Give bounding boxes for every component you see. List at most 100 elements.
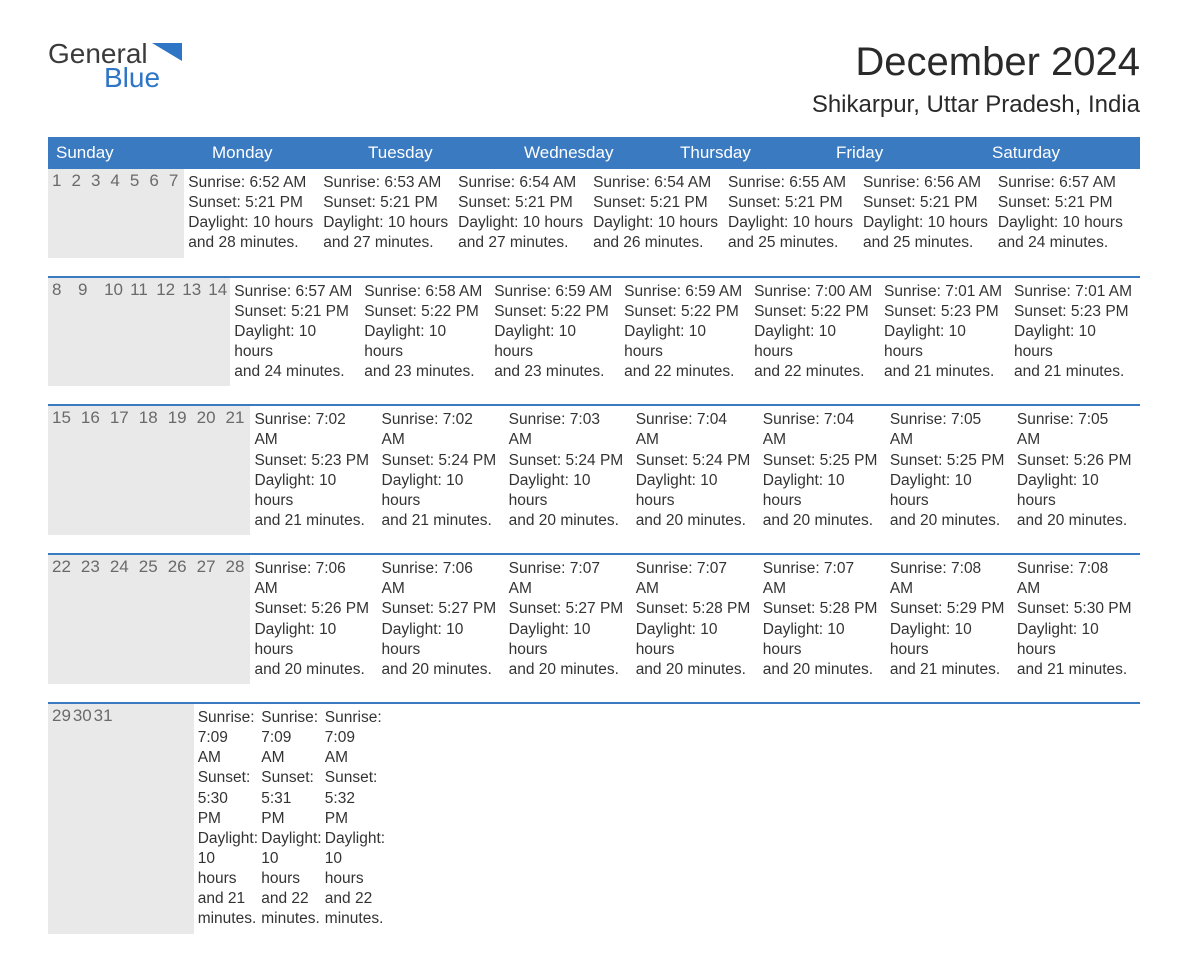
day-detail-line: Daylight: 10 hours <box>325 829 379 889</box>
day-detail-line: Sunset: 5:24 PM <box>636 451 753 471</box>
day-detail-line: Sunset: 5:26 PM <box>254 599 371 619</box>
day-detail-line: Sunrise: 6:59 AM <box>494 282 614 302</box>
day-detail: Sunrise: 6:59 AMSunset: 5:22 PMDaylight:… <box>490 278 620 387</box>
day-detail-line: Daylight: 10 hours <box>593 213 718 233</box>
day-detail-line: Daylight: 10 hours <box>624 322 744 362</box>
day-number: 17 <box>106 406 135 430</box>
weekday-header-row: SundayMondayTuesdayWednesdayThursdayFrid… <box>48 137 1140 169</box>
day-number: 12 <box>152 278 178 302</box>
day-detail-line: Sunrise: 7:00 AM <box>754 282 874 302</box>
day-detail-line: Sunrise: 6:59 AM <box>624 282 744 302</box>
day-number: 7 <box>165 169 184 193</box>
day-detail-line: Sunrise: 7:01 AM <box>1014 282 1134 302</box>
day-detail-line: Daylight: 10 hours <box>323 213 448 233</box>
day-number: 5 <box>126 169 145 193</box>
day-detail-line: Sunrise: 6:54 AM <box>593 173 718 193</box>
day-detail: Sunrise: 7:09 AMSunset: 5:32 PMDaylight:… <box>321 704 385 934</box>
day-number <box>110 704 131 728</box>
day-detail-line: and 22 minutes. <box>325 889 379 929</box>
day-detail-line: Daylight: 10 hours <box>494 322 614 362</box>
day-number: 13 <box>178 278 204 302</box>
logo: General Blue <box>48 40 188 92</box>
day-detail-line: and 21 minutes. <box>884 362 1004 382</box>
day-detail: Sunrise: 6:57 AMSunset: 5:21 PMDaylight:… <box>994 169 1129 258</box>
day-detail-line: Sunrise: 7:07 AM <box>636 559 753 599</box>
day-detail: Sunrise: 7:05 AMSunset: 5:26 PMDaylight:… <box>1013 406 1140 535</box>
day-detail-line: Sunrise: 7:02 AM <box>382 410 499 450</box>
day-detail <box>575 704 639 712</box>
day-detail-line: Daylight: 10 hours <box>754 322 874 362</box>
day-detail: Sunrise: 7:04 AMSunset: 5:24 PMDaylight:… <box>632 406 759 535</box>
day-detail: Sunrise: 7:05 AMSunset: 5:25 PMDaylight:… <box>886 406 1013 535</box>
day-number: 29 <box>48 704 69 728</box>
day-detail-line: Sunset: 5:23 PM <box>254 451 371 471</box>
day-number: 4 <box>106 169 125 193</box>
day-detail-line: Daylight: 10 hours <box>890 620 1007 660</box>
day-detail-line: and 24 minutes. <box>998 233 1123 253</box>
day-detail: Sunrise: 7:01 AMSunset: 5:23 PMDaylight:… <box>880 278 1010 387</box>
day-detail: Sunrise: 7:06 AMSunset: 5:27 PMDaylight:… <box>378 555 505 684</box>
day-detail-line: Daylight: 10 hours <box>763 620 880 660</box>
day-number <box>131 704 152 728</box>
day-detail-line: Daylight: 10 hours <box>763 471 880 511</box>
day-detail-line: and 25 minutes. <box>728 233 853 253</box>
day-detail: Sunrise: 7:09 AMSunset: 5:31 PMDaylight:… <box>257 704 321 934</box>
day-detail-line: Sunset: 5:24 PM <box>382 451 499 471</box>
day-detail-line: and 26 minutes. <box>593 233 718 253</box>
day-detail-line: Daylight: 10 hours <box>188 213 313 233</box>
day-detail-line: and 20 minutes. <box>254 660 371 680</box>
day-detail-line: Sunrise: 7:07 AM <box>509 559 626 599</box>
day-detail-line: Daylight: 10 hours <box>254 471 371 511</box>
day-detail-line: Sunrise: 7:04 AM <box>763 410 880 450</box>
month-title: December 2024 <box>812 40 1140 85</box>
day-number: 11 <box>126 278 152 302</box>
day-detail: Sunrise: 7:08 AMSunset: 5:30 PMDaylight:… <box>1013 555 1140 684</box>
day-detail: Sunrise: 7:02 AMSunset: 5:24 PMDaylight:… <box>378 406 505 535</box>
day-number: 9 <box>74 278 100 302</box>
day-detail-line: and 21 minutes. <box>198 889 252 929</box>
weekday-header: Monday <box>204 137 360 169</box>
detail-row: Sunrise: 6:57 AMSunset: 5:21 PMDaylight:… <box>230 278 1140 387</box>
detail-row: Sunrise: 7:09 AMSunset: 5:30 PMDaylight:… <box>194 704 639 934</box>
day-detail: Sunrise: 7:00 AMSunset: 5:22 PMDaylight:… <box>750 278 880 387</box>
logo-triangle-icon <box>152 43 188 63</box>
day-number: 30 <box>69 704 90 728</box>
day-detail-line: and 22 minutes. <box>624 362 744 382</box>
day-detail-line: Sunset: 5:31 PM <box>261 768 315 828</box>
day-number: 19 <box>164 406 193 430</box>
day-detail-line: Sunset: 5:21 PM <box>188 193 313 213</box>
day-detail-line: Sunrise: 7:05 AM <box>890 410 1007 450</box>
day-detail: Sunrise: 6:52 AMSunset: 5:21 PMDaylight:… <box>184 169 319 258</box>
day-number: 25 <box>135 555 164 579</box>
day-detail: Sunrise: 7:07 AMSunset: 5:27 PMDaylight:… <box>505 555 632 684</box>
day-detail-line: and 23 minutes. <box>494 362 614 382</box>
day-detail-line: Sunrise: 7:08 AM <box>1017 559 1134 599</box>
daynum-row: 22232425262728 <box>48 555 250 684</box>
day-detail-line: and 27 minutes. <box>323 233 448 253</box>
day-detail: Sunrise: 6:54 AMSunset: 5:21 PMDaylight:… <box>589 169 724 258</box>
day-detail-line: Daylight: 10 hours <box>636 620 753 660</box>
day-detail: Sunrise: 7:06 AMSunset: 5:26 PMDaylight:… <box>250 555 377 684</box>
day-detail-line: and 20 minutes. <box>382 660 499 680</box>
day-detail: Sunrise: 6:59 AMSunset: 5:22 PMDaylight:… <box>620 278 750 387</box>
day-detail-line: and 20 minutes. <box>636 660 753 680</box>
day-detail-line: Sunset: 5:24 PM <box>509 451 626 471</box>
weekday-header: Thursday <box>672 137 828 169</box>
day-detail-line: Sunset: 5:21 PM <box>728 193 853 213</box>
day-number: 15 <box>48 406 77 430</box>
day-detail-line: Daylight: 10 hours <box>890 471 1007 511</box>
day-number: 14 <box>204 278 230 302</box>
day-detail-line: Daylight: 10 hours <box>382 471 499 511</box>
day-detail-line: Sunrise: 7:09 AM <box>261 708 315 768</box>
day-detail-line: Daylight: 10 hours <box>884 322 1004 362</box>
day-detail-line: Sunset: 5:25 PM <box>890 451 1007 471</box>
weekday-header: Wednesday <box>516 137 672 169</box>
day-number: 31 <box>90 704 111 728</box>
day-detail-line: Daylight: 10 hours <box>728 213 853 233</box>
day-detail-line: Daylight: 10 hours <box>509 620 626 660</box>
day-detail: Sunrise: 6:57 AMSunset: 5:21 PMDaylight:… <box>230 278 360 387</box>
day-number: 16 <box>77 406 106 430</box>
day-detail-line: Sunset: 5:29 PM <box>890 599 1007 619</box>
day-number: 20 <box>193 406 222 430</box>
day-detail-line: Sunrise: 6:52 AM <box>188 173 313 193</box>
